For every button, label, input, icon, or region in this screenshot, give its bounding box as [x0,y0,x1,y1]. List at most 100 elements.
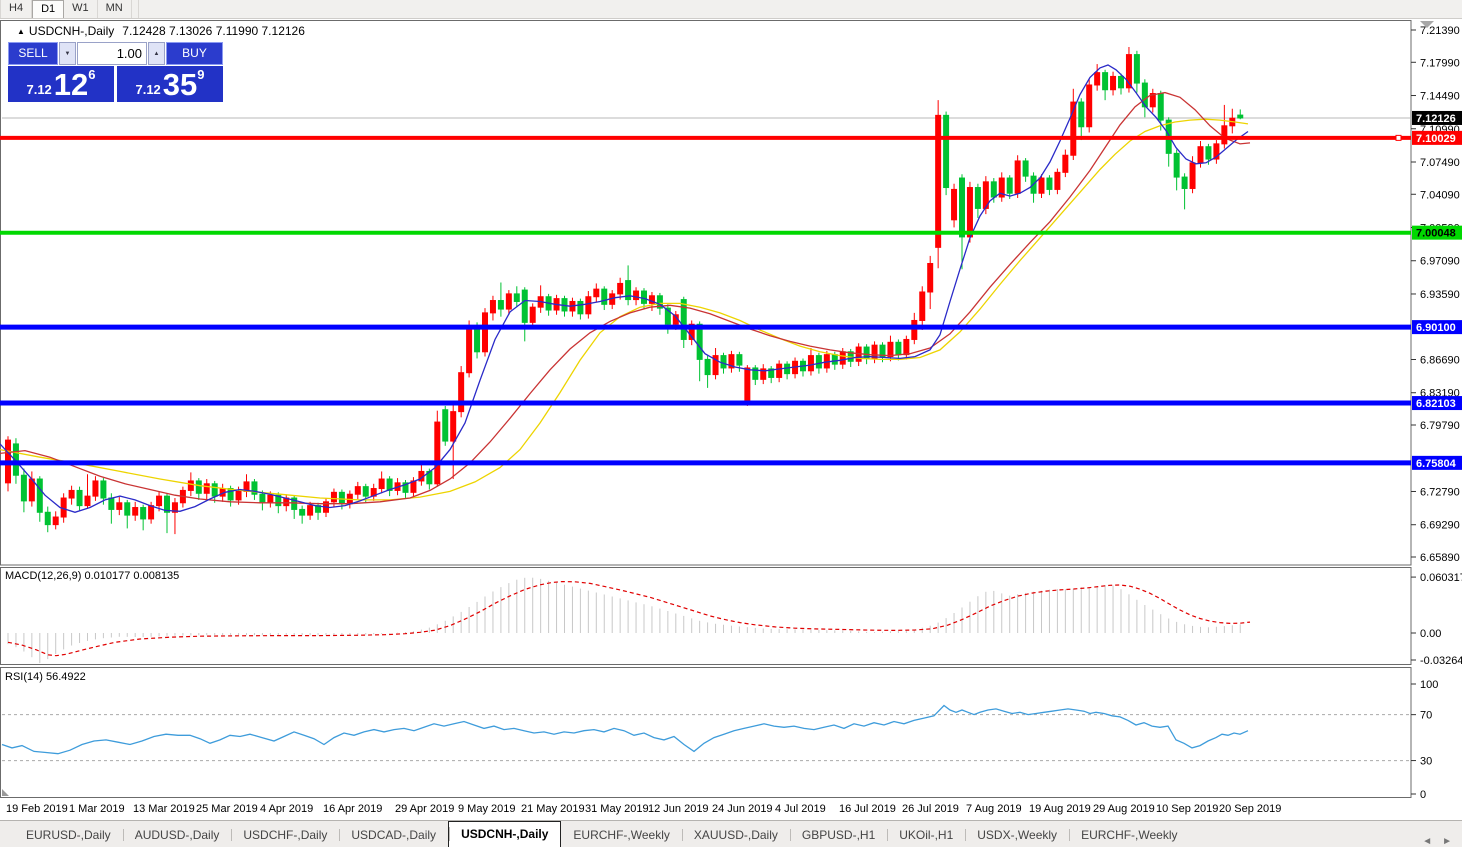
chart-tab-audusd-daily[interactable]: AUDUSD-,Daily [122,824,232,847]
sell-price-sup: 6 [88,67,96,82]
svg-text:7 Aug 2019: 7 Aug 2019 [966,803,1022,815]
rsi-line [1,704,1249,755]
chart-shift-icon[interactable] [1420,21,1434,28]
buy-price-sup: 9 [197,67,205,82]
chart-tab-eurchf-weekly[interactable]: EURCHF-,Weekly [1069,824,1189,847]
svg-text:7.00048: 7.00048 [1416,228,1456,240]
svg-text:6.75804: 6.75804 [1416,458,1457,470]
svg-text:6.86690: 6.86690 [1420,354,1460,366]
macd-panel-frame [0,567,1412,665]
caret-down-icon: ▼ [64,50,71,57]
svg-text:16 Apr 2019: 16 Apr 2019 [323,803,382,815]
tabs-scroll-right-icon[interactable]: ► [1442,836,1452,847]
panel-resize-grip-icon[interactable] [2,789,9,796]
buy-button[interactable]: BUY [166,42,223,65]
svg-text:7.17990: 7.17990 [1420,57,1460,69]
svg-text:0: 0 [1420,789,1426,801]
chart-tab-bar: EURUSD-,Daily AUDUSD-,Daily USDCHF-,Daily U… [0,820,1462,847]
svg-text:1 Mar 2019: 1 Mar 2019 [69,803,125,815]
hline-handle[interactable] [1395,134,1402,141]
svg-text:7.12126: 7.12126 [1416,113,1456,125]
buy-price-button[interactable]: 7.12 35 9 [117,66,223,102]
tabs-scroll-left-icon[interactable]: ◄ [1422,836,1433,847]
axis-label-6.75804: 6.75804 [1412,455,1462,470]
svg-text:0.060317: 0.060317 [1420,572,1462,584]
volume-increase-button[interactable]: ▲ [148,42,165,65]
svg-text:7.21390: 7.21390 [1420,25,1460,37]
svg-text:13 Mar 2019: 13 Mar 2019 [133,803,195,815]
svg-text:25 Mar 2019: 25 Mar 2019 [196,803,258,815]
macd-signal-line [7,580,1251,657]
rsi-indicator-label: RSI(14) 56.4922 [5,671,86,683]
chart-title: ▲ USDCNH-,Daily 7.12428 7.13026 7.11990 7.… [17,24,305,38]
rsi-panel-frame [0,667,1412,798]
axis-label-6.82103: 6.82103 [1412,396,1462,411]
chart-tab-ukoil-h1[interactable]: UKOil-,H1 [887,824,965,847]
svg-text:12 Jun 2019: 12 Jun 2019 [648,803,709,815]
svg-text:6.69290: 6.69290 [1420,520,1460,532]
axis-label-7.00048: 7.00048 [1412,225,1462,240]
svg-text:-0.032648: -0.032648 [1420,655,1462,667]
svg-text:21 May 2019: 21 May 2019 [521,803,585,815]
caret-up-icon: ▲ [153,50,160,57]
svg-text:7.04090: 7.04090 [1420,189,1460,201]
buy-price-big: 35 [162,67,198,102]
chart-tab-usdcad-daily[interactable]: USDCAD-,Daily [339,824,448,847]
period-toolbar: H4 D1 W1 MN [0,0,1462,19]
svg-text:16 Jul 2019: 16 Jul 2019 [839,803,896,815]
ma-fast-blue [0,64,1249,513]
symbol-period-label: USDCNH-,Daily [28,24,115,38]
macd-indicator-label: MACD(12,26,9) 0.010177 0.008135 [5,570,180,582]
svg-text:70: 70 [1420,710,1432,722]
main-panel-frame [0,20,1412,566]
svg-text:19 Aug 2019: 19 Aug 2019 [1029,803,1091,815]
one-click-trading-panel: SELL ▼ ▲ BUY 7.12 12 6 7.12 35 9 [8,42,223,102]
svg-text:30: 30 [1420,756,1432,768]
svg-text:7.14490: 7.14490 [1420,91,1460,103]
svg-text:6.65890: 6.65890 [1420,552,1460,564]
date-axis: 19 Feb 2019 1 Mar 2019 13 Mar 2019 25 Mar 2… [6,803,1281,815]
ma-slow-yellow [0,118,1249,501]
svg-text:26 Jul 2019: 26 Jul 2019 [902,803,959,815]
chart-tab-eurchf-weekly[interactable]: EURCHF-,Weekly [573,828,670,842]
axis-label-6.90100: 6.90100 [1412,320,1462,335]
svg-text:0.00: 0.00 [1420,628,1441,640]
period-button-w1[interactable]: W1 [64,0,98,18]
period-button-h4[interactable]: H4 [0,0,33,18]
rsi-axis: 100 70 30 0 [1411,679,1438,801]
period-button-d1[interactable]: D1 [32,0,65,18]
buy-price-prefix: 7.12 [135,82,161,97]
sell-price-button[interactable]: 7.12 12 6 [8,66,114,102]
period-button-mn[interactable]: MN [98,0,132,18]
ohlc-values: 7.12428 7.13026 7.11990 7.12126 [122,24,305,38]
svg-text:6.93590: 6.93590 [1420,289,1460,301]
chart-tab-eurusd-daily[interactable]: EURUSD-,Daily [26,828,111,842]
ma-mid-red [0,91,1251,505]
chart-tab-usdx-weekly[interactable]: USDX-,Weekly [965,824,1069,847]
collapse-quotes-icon[interactable]: ▲ [17,27,25,36]
svg-text:6.82103: 6.82103 [1416,398,1456,410]
chart-tab-usdchf-daily[interactable]: USDCHF-,Daily [231,824,339,847]
chart-tab-gbpusd-h1[interactable]: GBPUSD-,H1 [789,824,887,847]
candlesticks [5,46,1244,535]
chart-tab-xauusd-daily[interactable]: XAUUSD-,Daily [681,824,790,847]
macd-axis: 0.060317 0.00 -0.032648 [1411,572,1462,667]
svg-text:6.72790: 6.72790 [1420,486,1460,498]
price-axis: 7.213907.179907.144907.109907.074907.040… [1411,25,1460,564]
sell-price-big: 12 [53,67,89,102]
svg-text:6.79790: 6.79790 [1420,420,1460,432]
svg-text:7.07490: 7.07490 [1420,157,1460,169]
chart-tab-usdcnh-daily[interactable]: USDCNH-,Daily [448,821,562,847]
svg-text:10 Sep 2019: 10 Sep 2019 [1156,803,1218,815]
chart-canvas: 7.21390 7.17990 7.14490 7.10990 7.07490 7.040… [0,20,1462,815]
volume-input[interactable] [77,42,147,65]
volume-decrease-button[interactable]: ▼ [59,42,76,65]
svg-text:19 Feb 2019: 19 Feb 2019 [6,803,68,815]
svg-text:31 May 2019: 31 May 2019 [585,803,649,815]
axis-label-current-price: 7.12126 [1412,110,1462,125]
svg-text:100: 100 [1420,679,1438,691]
svg-text:29 Apr 2019: 29 Apr 2019 [395,803,454,815]
svg-text:24 Jun 2019: 24 Jun 2019 [712,803,773,815]
svg-text:4 Apr 2019: 4 Apr 2019 [260,803,313,815]
sell-button[interactable]: SELL [8,42,58,65]
